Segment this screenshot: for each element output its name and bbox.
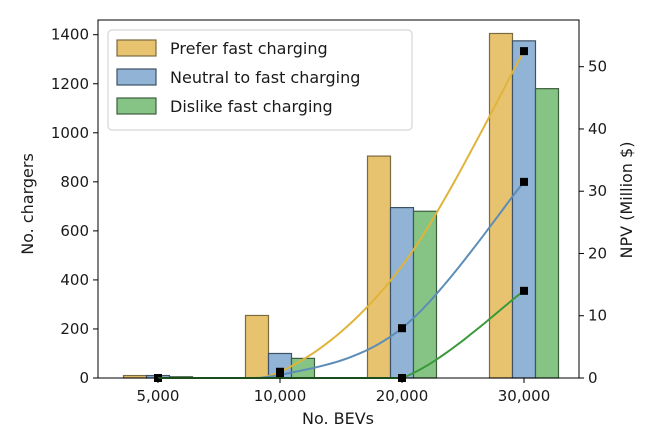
y2-tick-label: 10: [588, 307, 607, 325]
y2-tick-label: 30: [588, 182, 607, 200]
legend-swatch-2: [116, 97, 157, 115]
bars-layer: [122, 32, 560, 379]
y2-tick-label: 50: [588, 58, 607, 76]
y-tick-label: 1000: [51, 124, 89, 142]
legend-label-2: Dislike fast charging: [170, 97, 333, 116]
bar-s1-c2: [389, 206, 415, 379]
y2-tick-label: 40: [588, 120, 607, 138]
npv-line-1: [158, 181, 525, 379]
npv-marker-2-3: [520, 286, 528, 295]
y-tick-label: 0: [79, 369, 89, 387]
y-tick-label: 600: [60, 222, 89, 240]
x-tick-label: 20,000: [376, 387, 429, 405]
y-axis-left: 0 200 400 600 800 1000 1200 1400: [51, 26, 98, 387]
y-tick-label: 1200: [51, 75, 89, 93]
y2-tick-label: 0: [588, 369, 598, 387]
bar-s1-c3: [511, 40, 537, 379]
bar-s0-c3: [488, 32, 514, 379]
legend-swatch-1: [116, 68, 157, 86]
npv-marker-1-3: [520, 177, 528, 186]
x-tick-label: 30,000: [498, 387, 551, 405]
x-tick-label: 10,000: [254, 387, 307, 405]
y-tick-label: 200: [60, 320, 89, 338]
y-tick-label: 800: [60, 173, 89, 191]
npv-marker-1-1: [276, 370, 284, 379]
legend: Prefer fast charging Neutral to fast char…: [107, 29, 413, 131]
npv-marker-1-2: [398, 324, 406, 333]
y-tick-label: 400: [60, 271, 89, 289]
x-axis-label: No. BEVs: [302, 409, 374, 428]
bar-s2-c2: [412, 210, 438, 379]
legend-label-1: Neutral to fast charging: [170, 68, 360, 87]
legend-label-0: Prefer fast charging: [170, 39, 328, 58]
bar-s0-c1: [244, 314, 270, 379]
legend-box: [107, 29, 413, 131]
npv-line-2: [158, 290, 525, 379]
y-axis-label: No. chargers: [18, 153, 37, 255]
plot-frame: [97, 19, 580, 379]
y-axis-right: 0 10 20 30 40 50: [579, 58, 607, 387]
x-tick-label: 5,000: [137, 387, 180, 405]
y2-axis-label: NPV (Million $): [617, 142, 636, 259]
bar-s2-c3: [534, 88, 560, 379]
y-tick-label: 1400: [51, 26, 89, 44]
npv-marker-0-3: [520, 47, 528, 56]
y2-tick-label: 20: [588, 244, 607, 262]
legend-swatch-0: [116, 39, 157, 57]
x-axis: 5,000 10,000 20,000 30,000: [137, 378, 551, 405]
